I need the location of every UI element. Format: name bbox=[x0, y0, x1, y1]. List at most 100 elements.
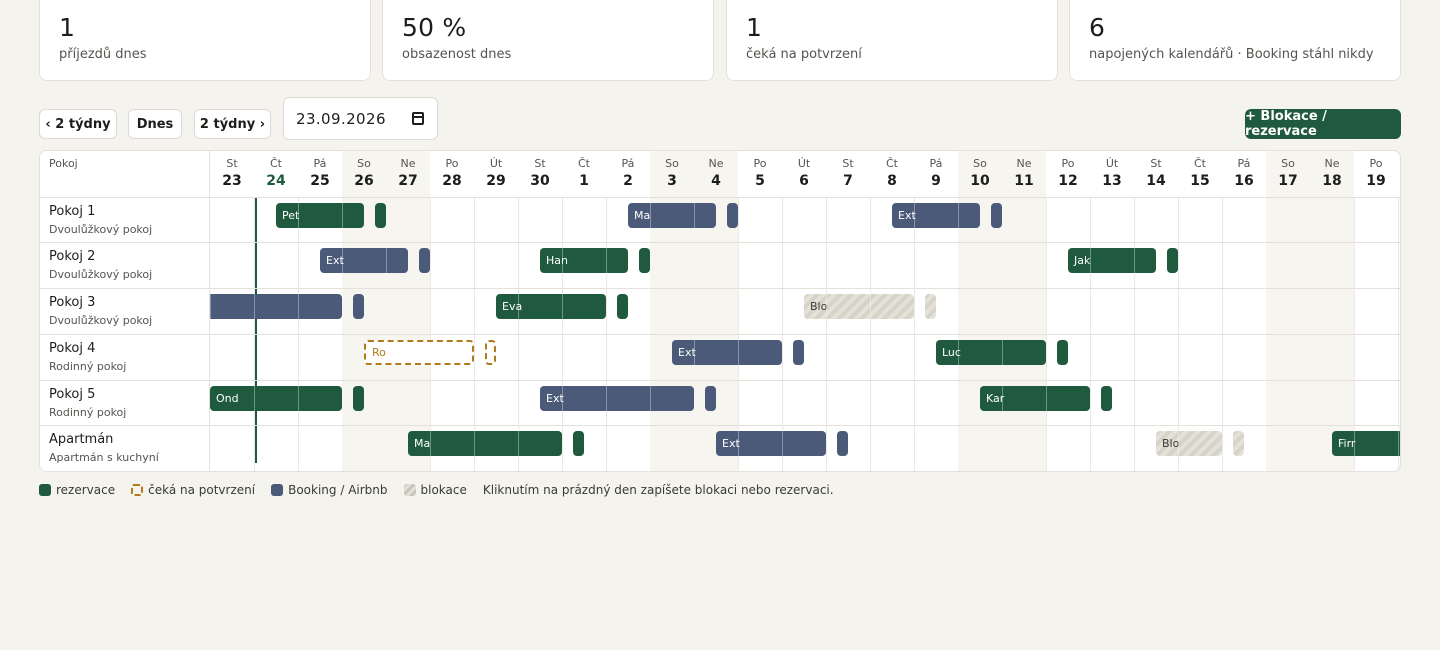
booking-checkout-marker[interactable] bbox=[617, 294, 628, 319]
day-column[interactable] bbox=[958, 151, 1002, 471]
day-column[interactable] bbox=[1134, 151, 1178, 471]
day-column[interactable] bbox=[1002, 151, 1046, 471]
day-column[interactable] bbox=[650, 151, 694, 471]
block-bar[interactable]: Blo bbox=[804, 294, 914, 319]
reservation-bar[interactable]: Jak bbox=[1068, 248, 1156, 273]
day-column[interactable] bbox=[1178, 151, 1222, 471]
day-column[interactable] bbox=[386, 151, 430, 471]
booking-checkout-marker[interactable] bbox=[1101, 386, 1112, 411]
legend-label: Booking / Airbnb bbox=[288, 483, 388, 497]
booking-label: Ext bbox=[326, 254, 344, 267]
block-bar[interactable]: Blo bbox=[1156, 431, 1222, 456]
day-separator bbox=[388, 342, 389, 363]
room-name: Pokoj 3 bbox=[49, 295, 96, 310]
day-number: 23 bbox=[222, 173, 242, 189]
day-of-week: Út bbox=[1105, 157, 1119, 170]
block-swatch bbox=[403, 484, 416, 496]
day-column[interactable] bbox=[694, 151, 738, 471]
booking-checkout-marker[interactable] bbox=[375, 203, 386, 228]
day-column[interactable] bbox=[1310, 151, 1354, 471]
day-column[interactable] bbox=[738, 151, 782, 471]
reservation-swatch bbox=[39, 484, 51, 496]
reservation-bar[interactable]: Eva bbox=[496, 294, 606, 319]
booking-checkout-marker[interactable] bbox=[991, 203, 1002, 228]
day-separator bbox=[782, 431, 783, 456]
day-column[interactable] bbox=[1046, 151, 1090, 471]
day-number: 9 bbox=[931, 173, 941, 189]
pending-reservation-bar[interactable]: Ro bbox=[364, 340, 474, 365]
day-column[interactable] bbox=[606, 151, 650, 471]
day-header: Čt 1 bbox=[562, 151, 606, 197]
day-of-week: Po bbox=[445, 157, 459, 170]
booking-checkout-marker[interactable] bbox=[837, 431, 848, 456]
day-column[interactable] bbox=[430, 151, 474, 471]
booking-checkout-marker[interactable] bbox=[485, 340, 496, 365]
room-type: Apartmán s kuchyní bbox=[49, 451, 159, 464]
reservation-bar[interactable]: Han bbox=[540, 248, 628, 273]
booking-checkout-marker[interactable] bbox=[925, 294, 936, 319]
booking-checkout-marker[interactable] bbox=[639, 248, 650, 273]
add-block-reservation-button[interactable]: + Blokace / rezervace bbox=[1245, 109, 1401, 139]
external-booking-bar[interactable]: Ext bbox=[320, 248, 408, 273]
occupancy-calendar: Pokoj Pokoj 1 Dvoulůžkový pokoj Pokoj 2 Dvo… bbox=[39, 150, 1401, 472]
room-row: Pokoj 5 Rodinný pokoj bbox=[40, 380, 210, 425]
reservation-bar[interactable]: Ma bbox=[408, 431, 562, 456]
external-booking-bar[interactable]: Ma bbox=[628, 203, 716, 228]
day-number: 11 bbox=[1014, 173, 1034, 189]
prev-two-weeks-button[interactable]: ‹ 2 týdny bbox=[39, 109, 117, 139]
stat-card-calendars: 6 napojených kalendářů · Booking stáhl n… bbox=[1069, 0, 1401, 81]
booking-checkout-marker[interactable] bbox=[727, 203, 738, 228]
booking-checkout-marker[interactable] bbox=[419, 248, 430, 273]
day-of-week: St bbox=[534, 157, 546, 170]
external-booking-bar[interactable]: Ext bbox=[716, 431, 826, 456]
day-number: 13 bbox=[1102, 173, 1122, 189]
legend-hint-text: Kliknutím na prázdný den zapíšete blokac… bbox=[482, 483, 834, 497]
day-separator bbox=[914, 203, 915, 228]
reservation-bar[interactable]: Firr bbox=[1332, 431, 1400, 456]
external-booking-bar[interactable] bbox=[188, 294, 342, 319]
day-header: Út 6 bbox=[782, 151, 826, 197]
external-booking-bar[interactable]: Ext bbox=[892, 203, 980, 228]
booking-checkout-marker[interactable] bbox=[353, 386, 364, 411]
day-separator bbox=[298, 294, 299, 319]
booking-checkout-marker[interactable] bbox=[793, 340, 804, 365]
day-of-week: Čt bbox=[578, 157, 590, 170]
day-column[interactable] bbox=[1222, 151, 1266, 471]
day-header: Čt 8 bbox=[870, 151, 914, 197]
external-booking-bar[interactable]: Ext bbox=[672, 340, 782, 365]
day-of-week: So bbox=[665, 157, 679, 170]
day-of-week: St bbox=[842, 157, 854, 170]
day-column[interactable] bbox=[342, 151, 386, 471]
calendar-icon[interactable] bbox=[412, 112, 424, 125]
day-number: 1 bbox=[579, 173, 589, 189]
day-separator bbox=[254, 294, 255, 319]
booking-checkout-marker[interactable] bbox=[1167, 248, 1178, 273]
day-number: 7 bbox=[843, 173, 853, 189]
day-column[interactable] bbox=[1090, 151, 1134, 471]
reservation-bar[interactable]: Pet bbox=[276, 203, 364, 228]
booking-label: Blo bbox=[810, 300, 828, 313]
day-header: Po 19 bbox=[1354, 151, 1398, 197]
booking-checkout-marker[interactable] bbox=[1233, 431, 1244, 456]
room-name: Apartmán bbox=[49, 432, 114, 447]
day-separator bbox=[1046, 386, 1047, 411]
today-button[interactable]: Dnes bbox=[128, 109, 182, 139]
booking-checkout-marker[interactable] bbox=[705, 386, 716, 411]
day-column[interactable] bbox=[1354, 151, 1398, 471]
booking-checkout-marker[interactable] bbox=[573, 431, 584, 456]
day-number: 8 bbox=[887, 173, 897, 189]
row-divider bbox=[210, 380, 1400, 381]
external-booking-bar[interactable]: Ext bbox=[540, 386, 694, 411]
day-header: Ne 4 bbox=[694, 151, 738, 197]
next-two-weeks-button[interactable]: 2 týdny › bbox=[194, 109, 271, 139]
booking-checkout-marker[interactable] bbox=[1057, 340, 1068, 365]
day-column[interactable] bbox=[1266, 151, 1310, 471]
reservation-bar[interactable]: Luc bbox=[936, 340, 1046, 365]
reservation-bar[interactable]: Kar bbox=[980, 386, 1090, 411]
date-picker-input[interactable]: 23.09.2026 bbox=[283, 97, 438, 140]
day-column[interactable] bbox=[914, 151, 958, 471]
booking-checkout-marker[interactable] bbox=[353, 294, 364, 319]
stat-label: čeká na potvrzení bbox=[746, 47, 862, 62]
day-number: 27 bbox=[398, 173, 418, 189]
reservation-bar[interactable]: Ond bbox=[210, 386, 342, 411]
